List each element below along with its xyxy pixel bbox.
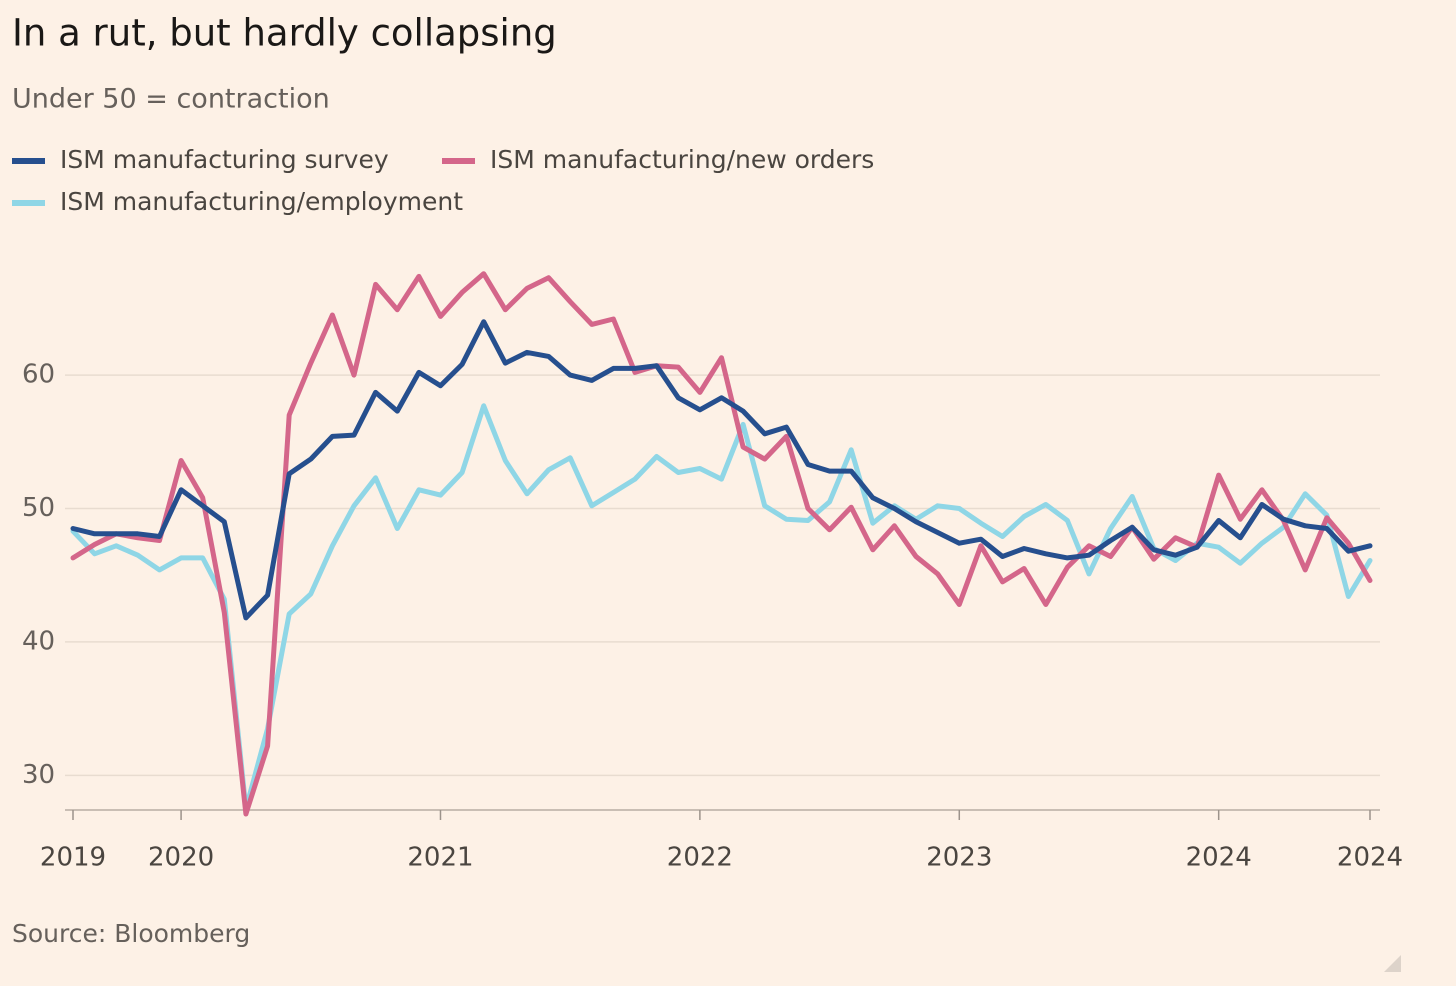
legend-label: ISM manufacturing/employment bbox=[60, 187, 463, 216]
x-tick-label: 2023 bbox=[926, 843, 992, 873]
x-tick-label: 2024 bbox=[1186, 843, 1252, 873]
series-line bbox=[70, 271, 1373, 817]
x-tick-label: 2022 bbox=[667, 843, 733, 873]
x-tick-label: 2020 bbox=[148, 843, 214, 873]
y-tick-label: 30 bbox=[22, 760, 55, 790]
legend-label: ISM manufacturing survey bbox=[60, 145, 389, 174]
chart-subtitle: Under 50 = contraction bbox=[12, 84, 330, 115]
resize-handle bbox=[1384, 955, 1401, 972]
y-tick-label: 40 bbox=[22, 626, 55, 656]
y-tick-label: 60 bbox=[22, 360, 55, 390]
source: Source: Bloomberg bbox=[12, 919, 250, 948]
series-line bbox=[70, 319, 1373, 621]
chart-title: In a rut, but hardly collapsing bbox=[12, 12, 557, 55]
x-tick-label: 2019 bbox=[40, 843, 106, 873]
x-tick-label: 2024 bbox=[1337, 843, 1403, 873]
x-tick-label: 2021 bbox=[407, 843, 473, 873]
y-tick-label: 50 bbox=[22, 493, 55, 523]
legend-label: ISM manufacturing/new orders bbox=[490, 145, 874, 174]
